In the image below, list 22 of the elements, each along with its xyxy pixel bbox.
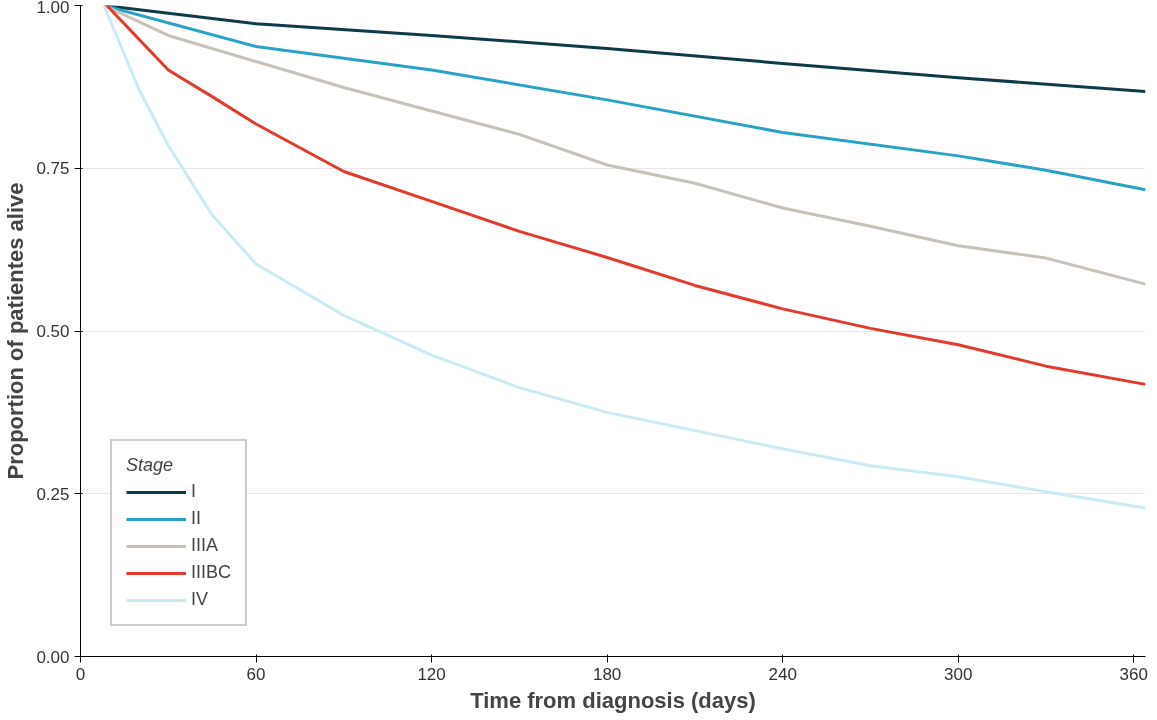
x-tick-label: 0: [75, 664, 86, 684]
legend-label: IIIA: [191, 535, 219, 556]
x-tick-label: 240: [768, 664, 797, 684]
line-series: [105, 5, 1146, 386]
x-tick-label: 60: [246, 664, 266, 684]
x-axis-title: Time from diagnosis (days): [470, 687, 756, 713]
y-tick-label: 0.25: [36, 484, 70, 504]
legend-label: II: [191, 508, 202, 529]
x-tick-label: 120: [417, 664, 446, 684]
legend-label: IIIBC: [191, 562, 232, 583]
x-tick-label: 180: [592, 664, 622, 684]
x-tick-label: 360: [1119, 664, 1148, 684]
y-tick-label: 0.50: [36, 322, 70, 341]
legend-label: I: [191, 481, 197, 502]
legend-label: IV: [191, 589, 209, 610]
y-axis-title: Proportion of patientes alive: [3, 182, 29, 480]
legend-title: Stage: [126, 455, 175, 476]
x-tick-label: 300: [944, 664, 973, 684]
y-tick-label: 0.75: [36, 159, 70, 179]
y-tick-label: 0.00: [36, 647, 70, 667]
y-tick-label: 1.00: [36, 0, 70, 17]
line-series: [102, 5, 1146, 510]
